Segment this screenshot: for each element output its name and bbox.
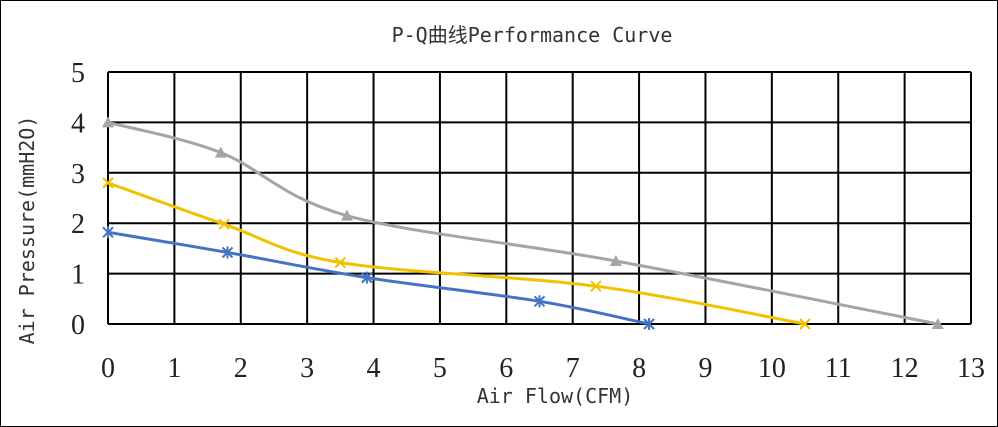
data-point	[102, 116, 114, 128]
y-tick-label: 1	[71, 260, 85, 291]
y-axis-label: Air Pressure(mmH2O)	[15, 116, 39, 345]
x-tick-label: 1	[167, 353, 181, 384]
y-tick-label: 0	[71, 310, 85, 341]
data-point	[361, 271, 373, 284]
y-tick-label: 3	[71, 159, 85, 190]
series-line	[107, 181, 806, 326]
series-group	[102, 116, 944, 330]
marker-stroke	[590, 280, 602, 292]
data-point	[214, 146, 227, 158]
series-line	[107, 230, 650, 326]
series-line	[107, 120, 939, 326]
x-tick-label: 9	[698, 353, 712, 384]
data-point	[334, 256, 347, 269]
x-axis-label: Air Flow(CFM)	[477, 384, 634, 408]
x-tick-label: 2	[234, 353, 248, 384]
x-tick-label: 8	[632, 353, 646, 384]
data-point	[799, 318, 811, 330]
chart-title: P-Q曲线Performance Curve	[392, 23, 673, 47]
data-point	[340, 209, 353, 221]
y-tick-label: 2	[71, 209, 85, 240]
data-point	[533, 295, 546, 308]
grid	[107, 71, 972, 325]
data-point	[643, 318, 655, 330]
x-tick-label: 0	[101, 353, 115, 384]
y-tick-label: 5	[71, 58, 85, 89]
data-point	[609, 255, 622, 266]
x-tick-label: 4	[367, 353, 381, 384]
marker-stroke	[102, 177, 114, 189]
data-point	[102, 177, 114, 189]
x-tick-label: 6	[499, 353, 513, 384]
x-tick-label: 13	[957, 353, 985, 384]
data-point	[590, 280, 602, 292]
y-tick-label: 4	[71, 108, 85, 139]
x-tick-label: 3	[300, 353, 314, 384]
data-point	[221, 246, 234, 259]
marker-stroke	[218, 218, 230, 230]
data-point	[102, 226, 114, 239]
x-tick-label: 10	[758, 353, 786, 384]
marker-stroke	[799, 318, 811, 330]
x-tick-label: 7	[566, 353, 580, 384]
x-tick-label: 5	[433, 353, 447, 384]
x-tick-label: 11	[825, 353, 852, 384]
data-point	[931, 318, 944, 329]
data-point	[218, 218, 230, 230]
marker-stroke	[334, 256, 347, 269]
x-tick-label: 12	[891, 353, 919, 384]
